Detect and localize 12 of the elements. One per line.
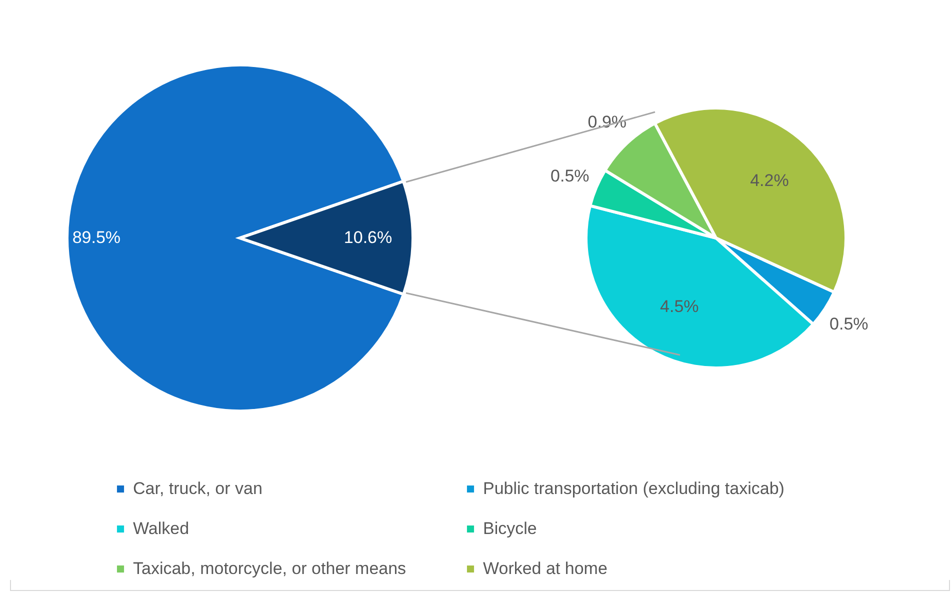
legend-label: Walked [133, 519, 190, 538]
legend-label: Bicycle [483, 519, 537, 538]
data-label: 89.5% [72, 228, 121, 248]
legend-label: Car, truck, or van [133, 479, 262, 498]
data-label: 0.5% [830, 314, 868, 334]
data-label: 4.5% [660, 296, 699, 316]
data-label: 4.2% [750, 171, 789, 190]
legend-label: Worked at home [483, 559, 608, 578]
legend-label: Public transportation (excluding taxicab) [483, 479, 784, 498]
data-label: 10.6% [344, 228, 392, 247]
data-label: 0.5% [550, 166, 590, 186]
legend-label: Taxicab, motorcycle, or other means [133, 559, 406, 578]
